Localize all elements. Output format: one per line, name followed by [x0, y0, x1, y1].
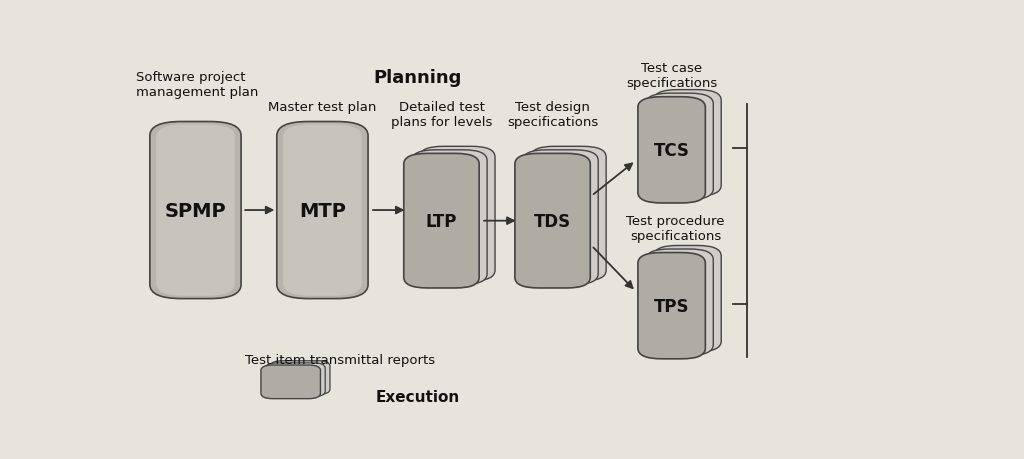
Text: Test procedure
specifications: Test procedure specifications	[627, 214, 725, 242]
FancyBboxPatch shape	[646, 249, 714, 355]
FancyBboxPatch shape	[646, 94, 714, 200]
FancyBboxPatch shape	[638, 253, 706, 359]
Text: Execution: Execution	[376, 389, 460, 404]
FancyBboxPatch shape	[403, 154, 479, 288]
Text: Test case
specifications: Test case specifications	[626, 62, 717, 90]
FancyBboxPatch shape	[284, 125, 361, 296]
Text: Software project
management plan: Software project management plan	[136, 71, 258, 99]
FancyBboxPatch shape	[420, 147, 495, 281]
FancyBboxPatch shape	[653, 90, 721, 196]
Text: Planning: Planning	[374, 69, 462, 87]
Text: Test item transmittal reports: Test item transmittal reports	[246, 354, 435, 367]
FancyBboxPatch shape	[265, 363, 326, 397]
Text: Test design
specifications: Test design specifications	[507, 101, 598, 129]
Text: Detailed test
plans for levels: Detailed test plans for levels	[391, 101, 493, 129]
Text: TPS: TPS	[654, 297, 689, 315]
Text: Master test plan: Master test plan	[268, 101, 377, 114]
FancyBboxPatch shape	[638, 97, 706, 203]
FancyBboxPatch shape	[412, 151, 487, 285]
Text: MTP: MTP	[299, 201, 346, 220]
Text: LTP: LTP	[426, 212, 457, 230]
Text: TCS: TCS	[653, 141, 689, 159]
FancyBboxPatch shape	[523, 151, 598, 285]
FancyBboxPatch shape	[530, 147, 606, 281]
FancyBboxPatch shape	[270, 361, 330, 395]
Text: SPMP: SPMP	[165, 201, 226, 220]
FancyBboxPatch shape	[653, 246, 721, 352]
FancyBboxPatch shape	[261, 365, 321, 399]
FancyBboxPatch shape	[150, 122, 241, 299]
FancyBboxPatch shape	[276, 122, 368, 299]
FancyBboxPatch shape	[515, 154, 590, 288]
Text: TDS: TDS	[534, 212, 571, 230]
FancyBboxPatch shape	[157, 125, 234, 296]
